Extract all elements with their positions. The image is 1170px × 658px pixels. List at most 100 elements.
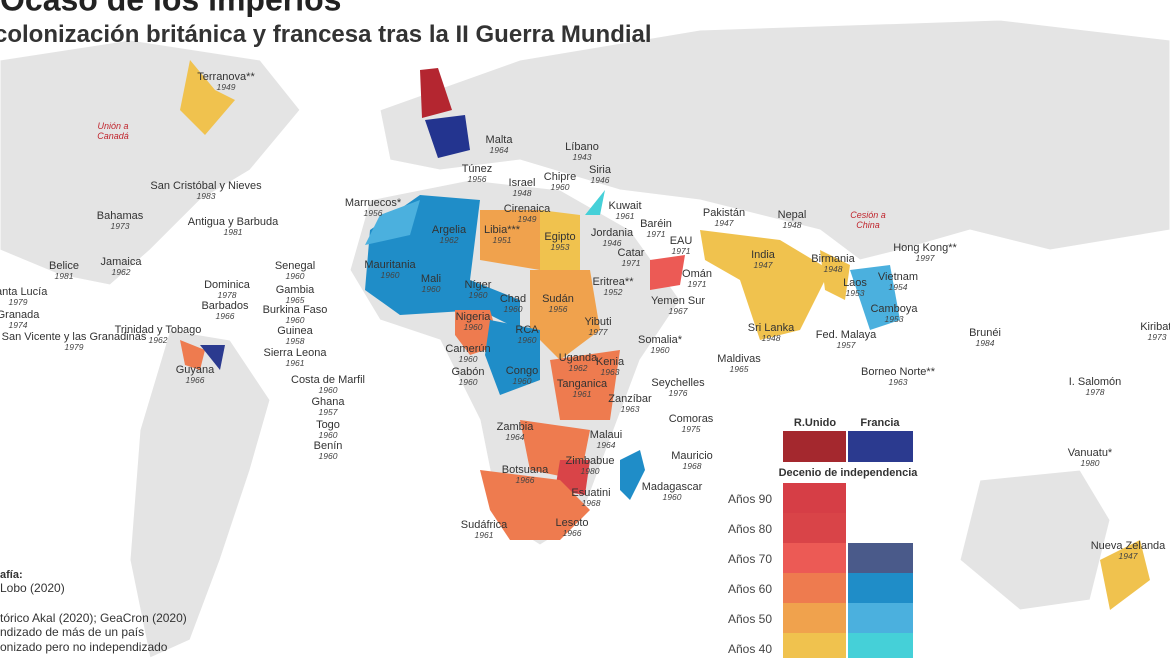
place-year: 1976	[669, 388, 688, 398]
place-name: Mauricio	[671, 450, 713, 462]
place-year: 1960	[513, 376, 532, 386]
place-name: Madagascar	[642, 481, 703, 493]
place-year: 1978	[218, 290, 237, 300]
legend-row-label: Años 90	[728, 492, 772, 506]
place-name: Catar	[618, 247, 645, 259]
place-year: 1961	[616, 211, 635, 221]
place-year: 1960	[464, 322, 483, 332]
place-year: 1971	[672, 246, 691, 256]
place-name: Borneo Norte**	[861, 366, 936, 378]
place-name: Túnez	[462, 163, 493, 175]
place-name: Chad	[500, 293, 526, 305]
place-name: Senegal	[275, 260, 315, 272]
legend-fr-swatch	[848, 431, 913, 462]
place-year: 1977	[589, 327, 608, 337]
legend-fr-cell	[848, 573, 913, 603]
place-year: 1963	[889, 377, 908, 387]
place-year: 1952	[604, 287, 623, 297]
source-line: afía:	[0, 569, 23, 581]
place-name: Seychelles	[651, 377, 705, 389]
place-year: 1948	[824, 264, 843, 274]
place-name: Níger	[465, 279, 492, 291]
place-name: Baréin	[640, 218, 672, 230]
place-year: 1960	[286, 315, 305, 325]
place-name: Hong Kong**	[893, 242, 957, 254]
place-year: 1964	[506, 432, 525, 442]
place-name: Somalia*	[638, 334, 683, 346]
place-year: 1956	[549, 304, 568, 314]
source: afía:Lobo (2020) tórico Akal (2020); GeaC…	[0, 569, 187, 654]
source-line: ndizado de más de un país	[0, 625, 144, 639]
place-name: Benín	[314, 440, 343, 452]
place-year: 1960	[319, 430, 338, 440]
place-name: Yemen Sur	[651, 295, 705, 307]
legend-uk-swatch	[783, 431, 846, 462]
subtitle: colonización británica y francesa tras l…	[0, 21, 652, 48]
place-name: Congo	[506, 365, 538, 377]
place-year: 1960	[319, 451, 338, 461]
place-name: Kiribati	[1140, 321, 1170, 333]
place-name: Jamaica	[101, 256, 143, 268]
place-year: 1964	[490, 145, 509, 155]
place-year: 1962	[112, 267, 131, 277]
place-year: 1962	[440, 235, 459, 245]
place-name: Nepal	[778, 209, 807, 221]
place-name: Malaui	[590, 429, 622, 441]
place-name: San Vicente y las Granadinas	[2, 331, 147, 343]
territories	[180, 60, 1150, 610]
place-name: Vanuatu*	[1068, 447, 1113, 459]
place-year: 1975	[682, 424, 701, 434]
place-name: Guyana	[176, 364, 215, 376]
place-name: Kenia	[596, 356, 625, 368]
place-name: Lesoto	[555, 517, 588, 529]
place-name: San Cristóbal y Nieves	[150, 180, 262, 192]
place-name: I. Salomón	[1069, 376, 1122, 388]
annotation: China	[856, 220, 880, 230]
place-year: 1960	[459, 377, 478, 387]
legend: R.Unido Francia Decenio de independencia Añ…	[728, 417, 918, 658]
legend-fr: Francia	[860, 417, 900, 429]
place-year: 1964	[597, 440, 616, 450]
source-line: tórico Akal (2020); GeaCron (2020)	[0, 611, 187, 625]
legend-row-label: Años 70	[728, 552, 772, 566]
place-year: 1960	[286, 271, 305, 281]
place-name: Antigua y Barbuda	[188, 216, 279, 228]
place-year: 1971	[647, 229, 666, 239]
place-year: 1960	[469, 290, 488, 300]
place-year: 1956	[364, 208, 383, 218]
place-year: 1960	[518, 335, 537, 345]
place-name: Burkina Faso	[263, 304, 328, 316]
place-year: 1968	[582, 498, 601, 508]
legend-row-label: Años 60	[728, 582, 772, 596]
legend-fr-cell	[848, 633, 913, 658]
place-year: 1966	[216, 311, 235, 321]
place-year: 1954	[889, 282, 908, 292]
legend-uk-cell	[783, 513, 846, 543]
place-name: Tanganica	[557, 378, 608, 390]
place-name: Israel	[509, 177, 536, 189]
place-name: Marruecos*	[345, 197, 402, 209]
place-year: 1953	[551, 242, 570, 252]
place-year: 1979	[9, 297, 28, 307]
legend-row-label: Años 80	[728, 522, 772, 536]
place-year: 1958	[286, 336, 305, 346]
place-year: 1960	[504, 304, 523, 314]
place-year: 1961	[475, 530, 494, 540]
place-year: 1962	[149, 335, 168, 345]
place-year: 1948	[762, 333, 781, 343]
place-name: Granada	[0, 309, 40, 321]
place-name: Siria	[589, 164, 612, 176]
place-year: 1973	[1148, 332, 1167, 342]
legend-uk-cell	[783, 603, 846, 633]
place-year: 1967	[669, 306, 688, 316]
place-year: 1960	[319, 385, 338, 395]
place-name: Sri Lanka	[748, 322, 795, 334]
place-year: 1960	[381, 270, 400, 280]
place-name: Líbano	[565, 141, 599, 153]
place-year: 1997	[916, 253, 935, 263]
source-line: Lobo (2020)	[0, 581, 65, 595]
place-year: 1956	[468, 174, 487, 184]
place-name: Eritrea**	[593, 276, 635, 288]
